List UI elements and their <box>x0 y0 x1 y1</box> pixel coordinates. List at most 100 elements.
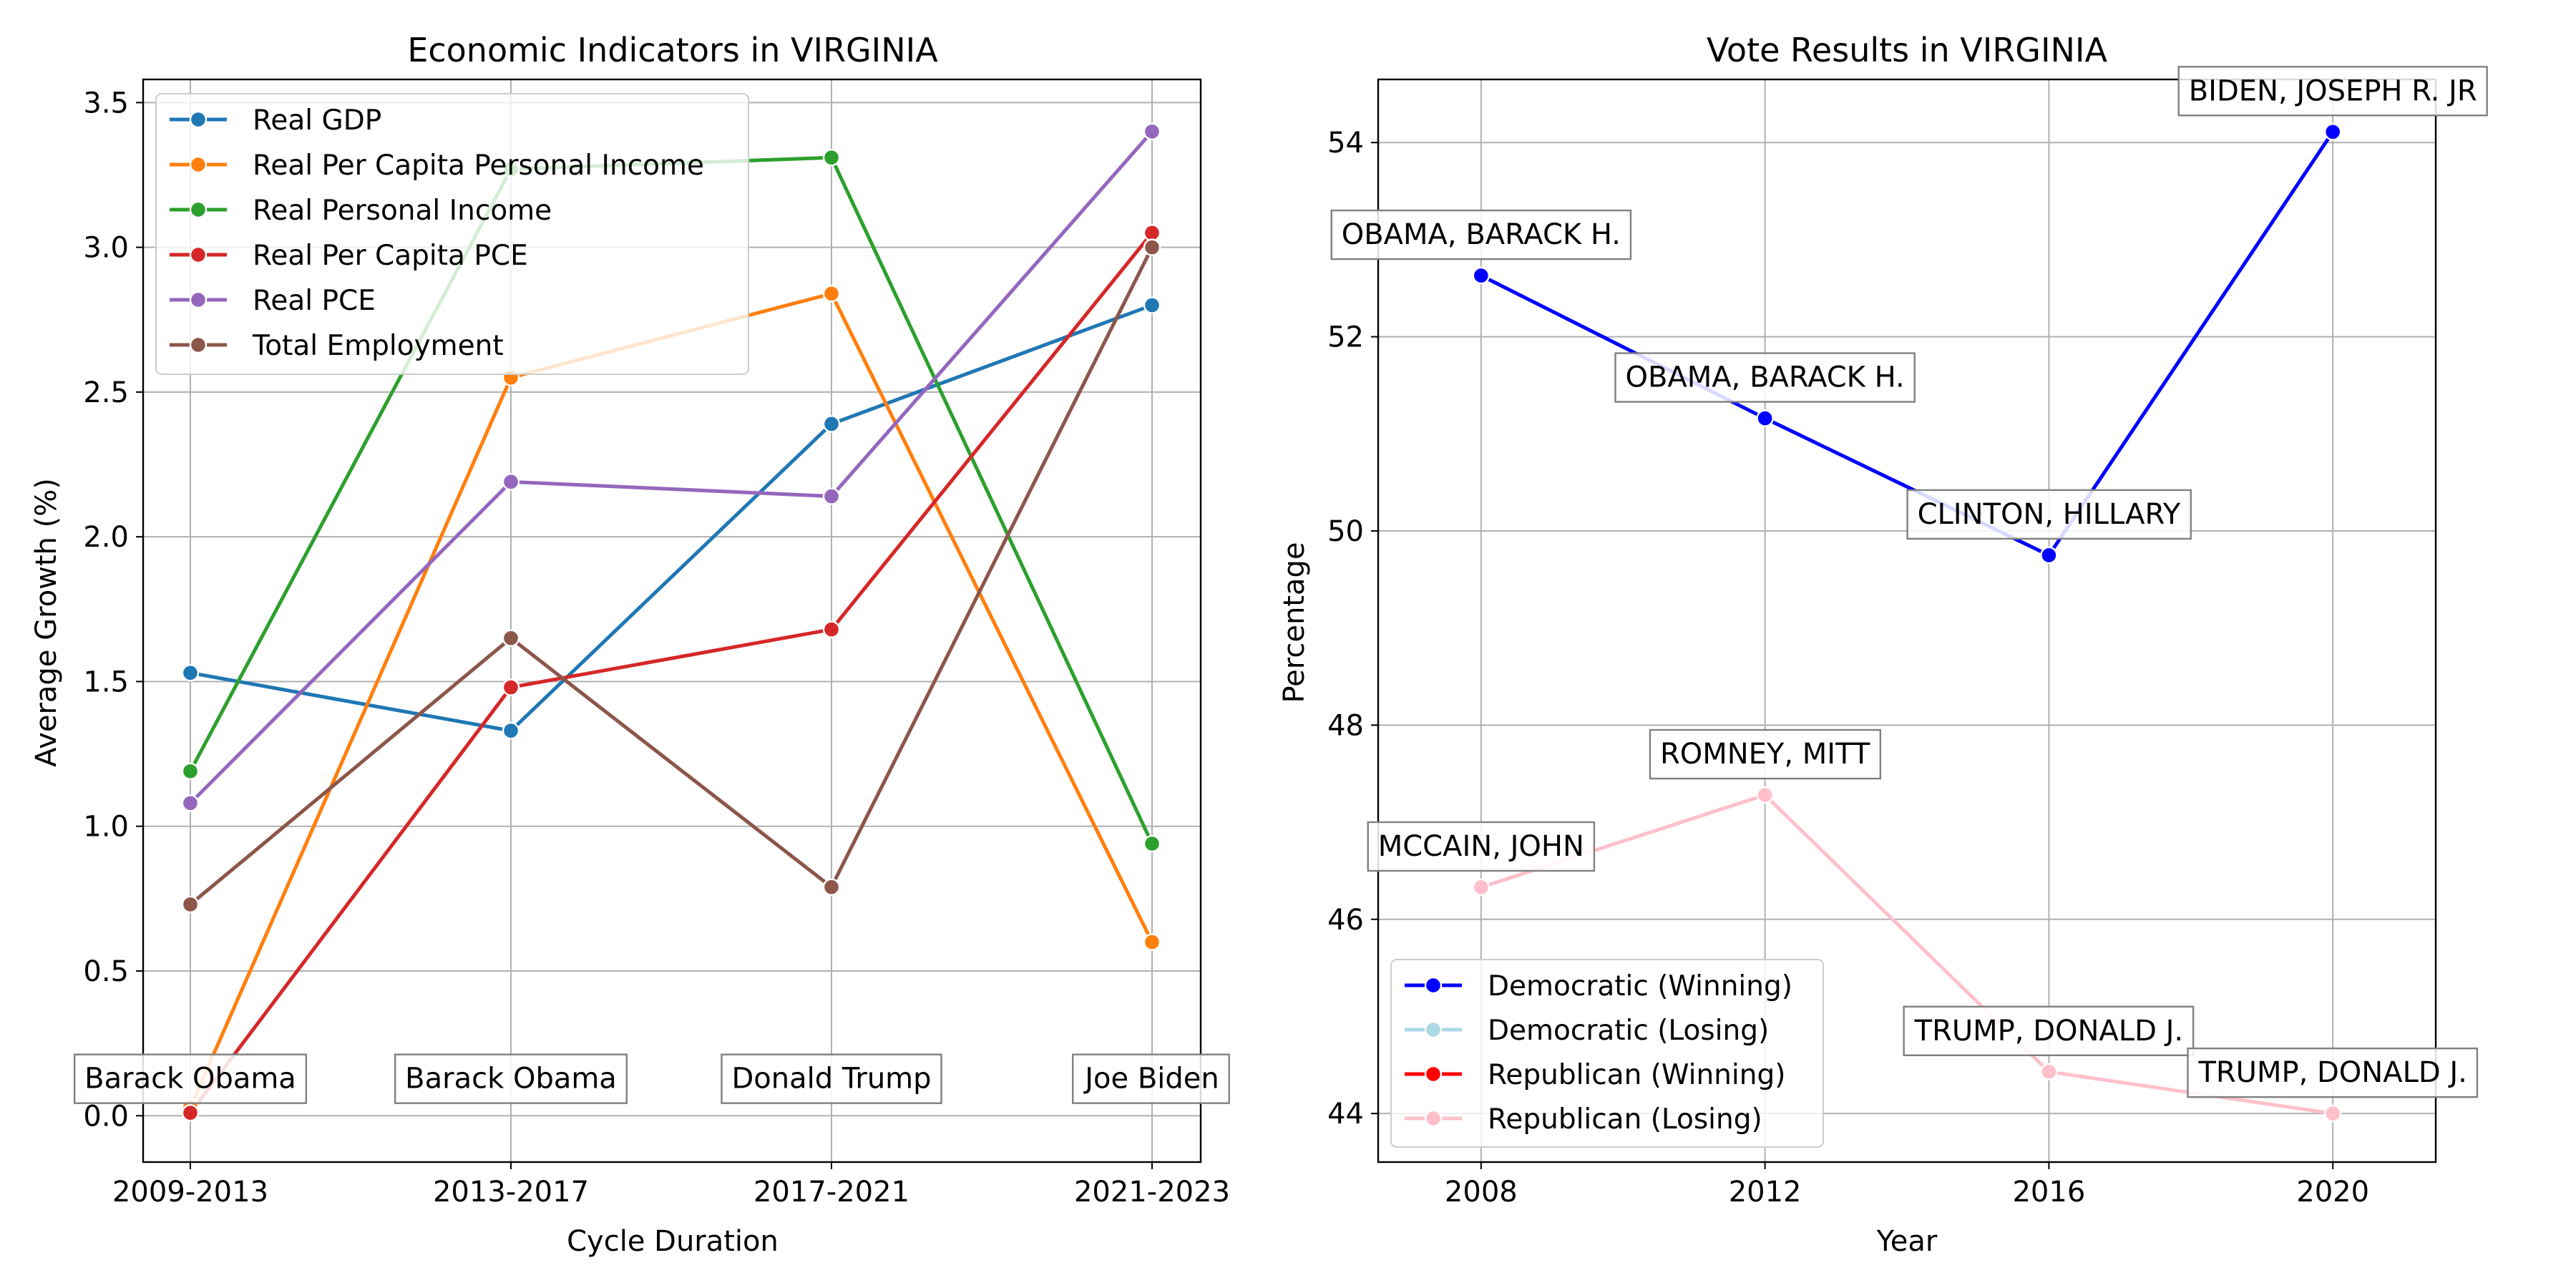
left-annotation-3: Joe Biden <box>1072 1053 1230 1104</box>
right-annotation-7: TRUMP, DONALD J. <box>2187 1047 2479 1098</box>
left-annotation-0-box <box>73 1053 308 1104</box>
right-legend-label-2: Republican (Winning) <box>1488 1059 1785 1091</box>
left-point-2-0 <box>181 762 200 781</box>
left-x-ticks: 2009-2013 2013-2017 2017-2021 2021-2023 <box>112 1162 1230 1209</box>
left-chart-title: Economic Indicators in VIRGINIA <box>407 31 938 69</box>
right-point-0-3 <box>2323 123 2342 141</box>
right-x-tick-label: 2016 <box>2012 1176 2085 1209</box>
left-legend-label-4: Real PCE <box>253 285 376 317</box>
left-point-2-3 <box>1143 834 1161 853</box>
right-point-0-0 <box>1472 266 1491 285</box>
left-legend-marker-4 <box>189 291 208 309</box>
left-annotation-0: Barack Obama <box>73 1053 308 1104</box>
right-series-markers <box>1472 123 2342 1123</box>
left-point-3-1 <box>502 678 520 696</box>
right-x-ticks: 2008 2012 2016 2020 <box>1445 1162 2369 1209</box>
left-x-tick-label: 2021-2023 <box>1074 1176 1230 1209</box>
left-annotation-2-text: Donald Trump <box>731 1063 931 1096</box>
left-annotation-1: Barack Obama <box>394 1053 628 1104</box>
left-point-0-2 <box>822 415 841 433</box>
left-legend-marker-3 <box>189 245 208 264</box>
right-annotation-3-text: BIDEN, JOSEPH R. JR <box>2189 74 2477 107</box>
right-annotation-5-box <box>1649 728 1882 780</box>
right-legend-marker-0 <box>1424 976 1443 995</box>
right-annotation-7-text: TRUMP, DONALD J. <box>2197 1056 2467 1089</box>
right-annotation-2-text: CLINTON, HILLARY <box>1918 498 2181 531</box>
left-annotation-2: Donald Trump <box>721 1053 942 1104</box>
left-series-line-5 <box>189 246 1154 906</box>
left-legend-label-1: Real Per Capita Personal Income <box>253 150 704 182</box>
left-y-tick-label: 1.5 <box>83 665 129 698</box>
right-x-tick-label: 2008 <box>1445 1176 1518 1209</box>
right-annotation-3-box <box>2177 66 2488 117</box>
right-y-tick-label: 46 <box>1327 904 1364 937</box>
left-x-axis-label: Cycle Duration <box>567 1225 779 1258</box>
left-point-4-0 <box>181 794 200 812</box>
left-point-5-1 <box>502 629 520 647</box>
right-y-ticks: 44 46 48 50 52 54 <box>1327 127 1378 1131</box>
right-annotation-2-box <box>1906 489 2192 540</box>
right-legend-marker-2 <box>1424 1065 1443 1083</box>
left-point-3-3 <box>1143 224 1161 242</box>
right-x-tick-label: 2020 <box>2296 1176 2369 1209</box>
left-y-axis-label: Average Growth (%) <box>30 478 63 767</box>
left-point-1-2 <box>822 285 841 303</box>
right-point-1-2 <box>2040 1063 2058 1081</box>
right-x-axis-label: Year <box>1876 1225 1938 1258</box>
left-point-0-0 <box>181 664 200 682</box>
right-annotation-6-text: TRUMP, DONALD J. <box>1914 1015 2183 1048</box>
right-point-1-3 <box>2323 1104 2342 1123</box>
right-annotation-4: MCCAIN, JOHN <box>1367 821 1596 872</box>
right-annotation-4-text: MCCAIN, JOHN <box>1378 830 1584 863</box>
right-legend-box <box>1390 959 1824 1148</box>
left-point-5-0 <box>181 895 200 914</box>
right-legend-label-0: Democratic (Winning) <box>1488 970 1792 1002</box>
left-legend-marker-0 <box>189 110 208 129</box>
right-annotation-2: CLINTON, HILLARY <box>1906 489 2192 540</box>
left-annotation-1-text: Barack Obama <box>405 1063 617 1096</box>
left-series-line-4 <box>189 130 1153 805</box>
right-annotation-0-box <box>1330 209 1632 260</box>
left-point-1-3 <box>1143 933 1161 951</box>
right-y-tick-label: 48 <box>1327 709 1364 742</box>
right-point-0-1 <box>1756 409 1774 427</box>
economic-indicators-chart: 2009-2013 2013-2017 2017-2021 2021-2023 0.0… <box>30 31 1230 1258</box>
left-annotation-3-box <box>1072 1053 1230 1104</box>
left-y-tick-label: 3.0 <box>83 232 129 265</box>
left-annotation-1-box <box>394 1053 628 1104</box>
right-annotation-1: OBAMA, BARACK H. <box>1614 352 1916 403</box>
right-annotation-6-box <box>1903 1005 2195 1057</box>
left-legend-box <box>155 93 749 375</box>
right-y-axis-label: Percentage <box>1278 542 1311 703</box>
right-chart-title: Vote Results in VIRGINIA <box>1707 31 2107 69</box>
left-series-markers <box>181 122 1161 1122</box>
left-x-tick-label: 2013-2017 <box>433 1176 589 1209</box>
left-annotation-3-text: Joe Biden <box>1083 1063 1219 1096</box>
right-point-1-0 <box>1472 878 1491 897</box>
left-annotations: Barack Obama Barack Obama Donald Trump Joe … <box>73 1053 1230 1104</box>
left-point-0-3 <box>1143 296 1161 314</box>
left-point-3-2 <box>822 620 841 638</box>
left-annotation-2-box <box>721 1053 942 1104</box>
right-legend-marker-1 <box>1424 1020 1443 1039</box>
right-point-0-2 <box>2040 546 2058 565</box>
left-y-tick-label: 0.0 <box>83 1100 129 1133</box>
right-annotation-5: ROMNEY, MITT <box>1649 728 1882 780</box>
right-legend: Democratic (Winning) Democratic (Losing) R… <box>1390 959 1824 1148</box>
right-annotation-6: TRUMP, DONALD J. <box>1903 1005 2195 1057</box>
left-point-2-2 <box>822 149 841 167</box>
right-y-tick-label: 44 <box>1327 1098 1364 1131</box>
left-point-5-3 <box>1143 238 1161 256</box>
left-legend-label-2: Real Personal Income <box>253 195 552 227</box>
left-x-tick-label: 2017-2021 <box>753 1176 909 1209</box>
right-plot-frame <box>1377 78 2437 1163</box>
right-annotation-3: BIDEN, JOSEPH R. JR <box>2177 66 2488 117</box>
right-legend-marker-3 <box>1424 1109 1443 1128</box>
right-series-line-0 <box>1480 130 2335 557</box>
left-y-tick-label: 2.5 <box>83 376 129 409</box>
right-y-tick-label: 50 <box>1327 515 1364 548</box>
left-y-ticks: 0.0 0.5 1.0 1.5 2.0 2.5 3.0 3.5 <box>83 87 143 1133</box>
left-legend-label-0: Real GDP <box>253 104 381 137</box>
left-legend: Real GDP Real Per Capita Personal Income R… <box>155 93 749 375</box>
